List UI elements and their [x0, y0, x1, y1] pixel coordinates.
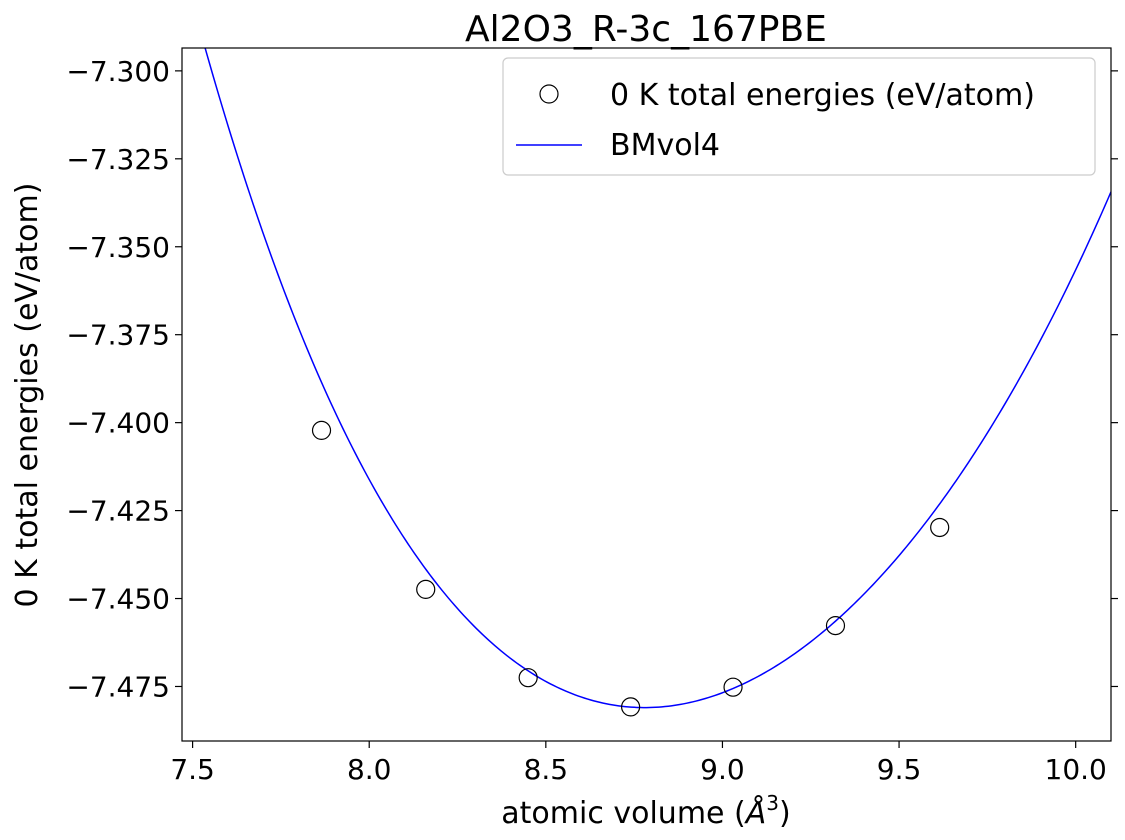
- legend-box: [502, 57, 1096, 176]
- x-axis-title-text: atomic volume (: [501, 796, 745, 831]
- x-axis-title-unit: Å: [744, 795, 767, 831]
- bmvol4-fit-line: [204, 48, 1111, 709]
- x-axis-title-exponent: 3: [766, 791, 779, 815]
- legend-label-energies: 0 K total energies (eV/atom): [610, 78, 1035, 113]
- x-tick-label: 8.5: [524, 753, 569, 786]
- y-tick-label: −7.400: [66, 407, 170, 440]
- data-point: [825, 616, 846, 636]
- x-tick-label: 9.0: [700, 753, 745, 786]
- x-tick-label: 7.5: [170, 753, 215, 786]
- y-tick-label: −7.375: [66, 319, 170, 352]
- data-point: [723, 677, 743, 697]
- y-tick-label: −7.300: [66, 55, 170, 88]
- y-axis-title: 0 K total energies (eV/atom): [10, 183, 45, 608]
- chart-title: Al2O3_R-3c_167PBE: [465, 9, 827, 50]
- y-tick-label: −7.475: [66, 670, 170, 703]
- data-points: [311, 420, 950, 717]
- data-point: [621, 697, 641, 717]
- data-point: [311, 420, 332, 440]
- x-axis-title: atomic volume (Å3): [501, 791, 790, 831]
- data-point: [930, 517, 950, 538]
- y-tick-label: −7.350: [66, 231, 170, 264]
- legend-label-fit: BMvol4: [610, 128, 720, 163]
- y-axis-ticks: −7.300 −7.325 −7.350 −7.375 −7.400 −7.425 −7.4…: [66, 55, 1118, 703]
- y-tick-label: −7.325: [66, 143, 170, 176]
- x-tick-label: 8.0: [347, 753, 392, 786]
- x-axis-title-close: ): [779, 796, 791, 831]
- y-tick-label: −7.450: [66, 583, 170, 616]
- data-point: [518, 668, 538, 688]
- legend: 0 K total energies (eV/atom) BMvol4: [502, 57, 1096, 176]
- y-tick-label: −7.425: [66, 495, 170, 528]
- x-tick-label: 9.5: [877, 753, 922, 786]
- x-axis-ticks: 7.5 8.0 8.5 9.0 9.5 10.0: [170, 741, 1107, 786]
- data-point: [416, 579, 436, 599]
- x-tick-label: 10.0: [1045, 753, 1107, 786]
- plot-frame: [181, 47, 1112, 742]
- legend-marker-circle: [539, 84, 559, 104]
